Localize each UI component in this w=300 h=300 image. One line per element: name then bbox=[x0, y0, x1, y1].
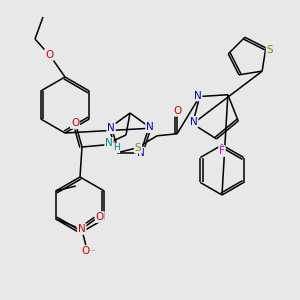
Text: O: O bbox=[173, 106, 181, 116]
Text: N: N bbox=[78, 224, 85, 234]
Text: F: F bbox=[219, 146, 225, 156]
Text: N: N bbox=[194, 91, 202, 100]
Text: S: S bbox=[266, 45, 273, 55]
Text: ⁻: ⁻ bbox=[91, 248, 95, 256]
Text: O: O bbox=[96, 212, 104, 222]
Text: H: H bbox=[112, 143, 119, 152]
Text: O: O bbox=[45, 50, 53, 60]
Text: N: N bbox=[190, 117, 198, 127]
Text: O: O bbox=[82, 246, 90, 256]
Text: N: N bbox=[105, 138, 113, 148]
Text: N: N bbox=[146, 122, 154, 132]
Text: S: S bbox=[135, 143, 141, 153]
Text: N: N bbox=[107, 123, 115, 133]
Text: O: O bbox=[71, 118, 79, 128]
Text: N: N bbox=[137, 148, 145, 158]
